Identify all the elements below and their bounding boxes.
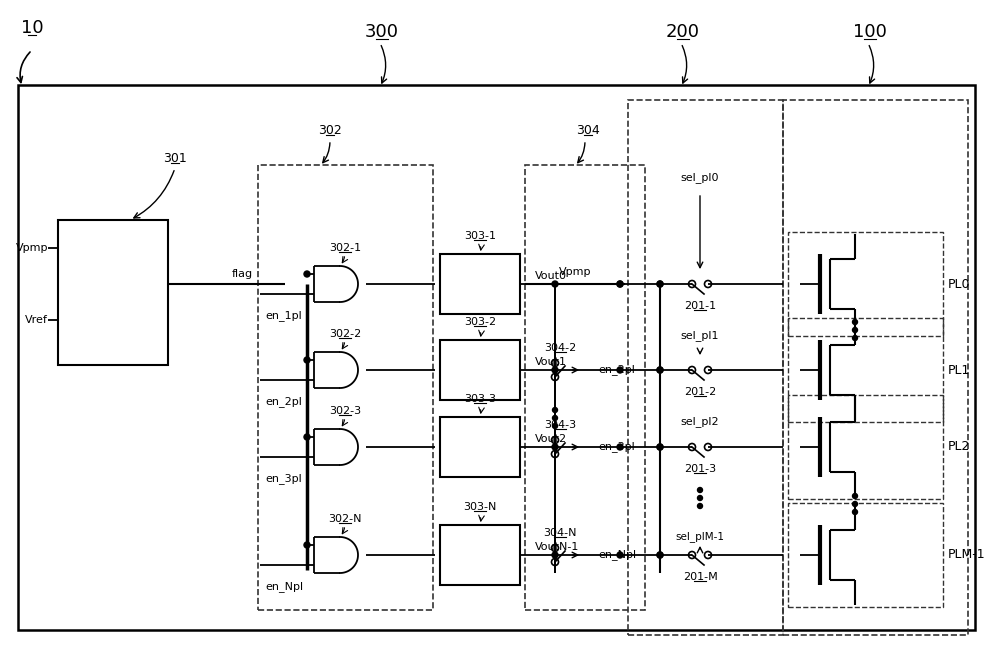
Text: 303-2: 303-2 — [464, 317, 496, 327]
Circle shape — [852, 328, 858, 332]
Text: 201-2: 201-2 — [684, 387, 716, 397]
Text: Vref: Vref — [25, 315, 48, 325]
Text: 304-3: 304-3 — [544, 420, 576, 430]
Circle shape — [552, 444, 558, 450]
Text: PLM-1: PLM-1 — [948, 549, 986, 562]
Text: 200: 200 — [666, 23, 700, 41]
Text: VoutN-1: VoutN-1 — [535, 542, 579, 552]
Text: en_3pl: en_3pl — [598, 441, 635, 453]
Circle shape — [698, 487, 702, 492]
Text: 300: 300 — [365, 23, 399, 41]
Text: en_3pl: en_3pl — [265, 473, 302, 485]
Text: Vout2: Vout2 — [535, 434, 567, 444]
Text: 303-1: 303-1 — [464, 231, 496, 241]
Circle shape — [552, 367, 558, 373]
Circle shape — [304, 434, 310, 440]
Circle shape — [657, 552, 663, 558]
Circle shape — [617, 281, 623, 287]
Circle shape — [304, 271, 310, 277]
Text: Vpmp: Vpmp — [16, 243, 48, 253]
Text: en_1pl: en_1pl — [265, 311, 302, 322]
Circle shape — [852, 320, 858, 324]
Text: sel_plM-1: sel_plM-1 — [676, 532, 724, 542]
Circle shape — [657, 444, 663, 450]
Bar — [788, 232, 943, 336]
Text: 201-3: 201-3 — [684, 464, 716, 474]
Bar — [628, 100, 783, 635]
Circle shape — [852, 336, 858, 341]
Text: 302-2: 302-2 — [329, 329, 361, 339]
Text: PL2: PL2 — [948, 441, 970, 453]
Text: 304-N: 304-N — [543, 528, 577, 538]
Circle shape — [698, 504, 702, 509]
Text: 301: 301 — [163, 152, 187, 165]
Circle shape — [617, 367, 623, 373]
Text: 302-3: 302-3 — [329, 406, 361, 416]
Circle shape — [657, 367, 663, 373]
Bar — [788, 395, 943, 499]
Bar — [525, 165, 645, 610]
Text: en_Npl: en_Npl — [598, 549, 636, 560]
Circle shape — [852, 494, 858, 498]
Text: 10: 10 — [21, 19, 43, 37]
Text: 303-N: 303-N — [463, 502, 497, 512]
Circle shape — [617, 552, 623, 558]
Circle shape — [657, 367, 663, 373]
Circle shape — [552, 552, 558, 558]
Text: sel_pl1: sel_pl1 — [681, 330, 719, 341]
Text: PL1: PL1 — [948, 364, 970, 377]
Text: 201-M: 201-M — [683, 572, 717, 582]
Text: 304: 304 — [576, 124, 600, 137]
Circle shape — [552, 415, 558, 421]
Circle shape — [657, 281, 663, 287]
Text: 302: 302 — [318, 124, 342, 137]
Text: en_2pl: en_2pl — [265, 396, 302, 407]
Text: flag: flag — [232, 269, 253, 279]
Text: PL0: PL0 — [948, 277, 970, 290]
Circle shape — [617, 444, 623, 450]
Bar — [783, 100, 968, 635]
Text: 302-N: 302-N — [328, 514, 362, 524]
Text: 201-1: 201-1 — [684, 301, 716, 311]
Circle shape — [304, 357, 310, 363]
Text: Vpmp: Vpmp — [559, 267, 591, 277]
Bar — [788, 503, 943, 607]
Bar — [258, 165, 433, 610]
Circle shape — [304, 542, 310, 548]
Circle shape — [698, 496, 702, 500]
Text: 303-3: 303-3 — [464, 394, 496, 404]
Bar — [440, 254, 520, 314]
Circle shape — [657, 552, 663, 558]
Bar — [440, 340, 520, 400]
Text: 302-1: 302-1 — [329, 243, 361, 253]
Bar — [440, 525, 520, 585]
Text: Vout0: Vout0 — [535, 271, 567, 281]
Text: Vout1: Vout1 — [535, 357, 567, 367]
Bar — [440, 417, 520, 477]
Text: 304-2: 304-2 — [544, 343, 576, 353]
Circle shape — [657, 281, 663, 287]
Text: en_2pl: en_2pl — [598, 364, 635, 375]
Circle shape — [552, 281, 558, 287]
Circle shape — [657, 444, 663, 450]
Circle shape — [617, 281, 623, 287]
Bar — [58, 220, 168, 365]
Bar — [788, 318, 943, 422]
Circle shape — [852, 509, 858, 515]
Text: sel_pl2: sel_pl2 — [681, 417, 719, 428]
Circle shape — [552, 407, 558, 413]
Text: 100: 100 — [853, 23, 887, 41]
Circle shape — [852, 502, 858, 506]
Text: en_Npl: en_Npl — [265, 581, 303, 593]
Bar — [18, 85, 975, 630]
Text: sel_pl0: sel_pl0 — [681, 173, 719, 184]
Circle shape — [552, 424, 558, 428]
